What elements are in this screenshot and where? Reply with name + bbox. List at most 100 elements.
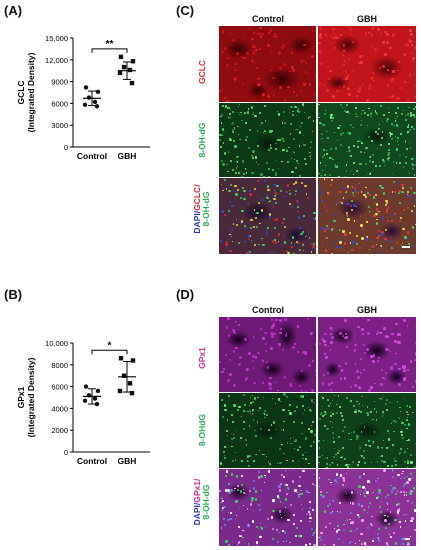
speckle	[231, 204, 235, 208]
speckle	[273, 189, 275, 191]
speckle	[345, 396, 348, 400]
speckle	[390, 247, 393, 250]
speckle	[358, 515, 361, 518]
speckle	[231, 414, 234, 417]
speckle	[308, 83, 311, 86]
speckle	[335, 35, 339, 39]
speckle	[325, 467, 328, 468]
speckle	[294, 106, 297, 109]
speckle	[396, 503, 399, 506]
speckle	[294, 439, 298, 442]
speckle	[220, 146, 222, 148]
speckle	[288, 189, 291, 191]
speckle	[297, 216, 301, 219]
speckle	[269, 144, 272, 146]
speckle	[381, 455, 383, 458]
speckle	[387, 68, 390, 71]
speckle	[274, 192, 277, 195]
speckle	[242, 529, 245, 532]
speckle	[300, 60, 303, 63]
speckle	[318, 477, 321, 479]
speckle	[360, 454, 362, 456]
speckle	[341, 334, 344, 337]
y-axis-label: GPx1(Integrated Density)	[16, 357, 36, 437]
speckle	[297, 200, 300, 203]
speckle	[309, 516, 312, 520]
speckle	[220, 160, 223, 163]
speckle	[364, 112, 366, 114]
speckle	[219, 462, 222, 465]
speckle	[348, 542, 351, 545]
speckle	[290, 51, 294, 55]
speckle	[275, 218, 279, 221]
speckle	[314, 369, 316, 373]
speckle	[361, 540, 364, 543]
speckle	[365, 148, 367, 150]
speckle	[391, 185, 393, 187]
speckle	[409, 40, 412, 43]
speckle	[367, 480, 370, 483]
speckle	[231, 111, 234, 114]
speckle	[226, 164, 228, 166]
speckle	[249, 193, 252, 196]
speckle	[328, 499, 331, 502]
speckle	[241, 161, 244, 164]
speckle	[404, 141, 407, 143]
speckle	[237, 111, 240, 114]
speckle	[318, 461, 320, 464]
speckle	[339, 411, 343, 414]
speckle	[413, 113, 416, 116]
speckle	[301, 244, 304, 247]
speckle	[412, 386, 415, 389]
speckle	[386, 157, 389, 160]
speckle	[253, 397, 257, 400]
speckle	[293, 243, 296, 245]
speckle	[362, 109, 364, 111]
speckle	[372, 441, 375, 444]
speckle	[361, 54, 364, 58]
speckle	[384, 514, 386, 517]
speckle	[335, 403, 337, 405]
speckle	[246, 508, 248, 510]
speckle	[414, 509, 416, 512]
speckle	[365, 31, 368, 33]
speckle	[391, 469, 394, 471]
speckle	[226, 63, 230, 67]
speckle	[249, 396, 251, 398]
speckle	[300, 190, 303, 192]
speckle	[227, 512, 229, 514]
speckle	[389, 511, 392, 513]
speckle	[412, 167, 415, 170]
speckle	[324, 205, 326, 207]
speckle	[257, 78, 260, 80]
speckle	[396, 124, 399, 127]
speckle	[339, 133, 343, 136]
speckle	[249, 226, 252, 229]
speckle	[234, 517, 237, 520]
speckle	[257, 83, 260, 86]
speckle	[268, 377, 271, 380]
speckle	[378, 67, 381, 70]
speckle	[345, 332, 348, 335]
speckle	[275, 319, 278, 322]
speckle	[271, 252, 274, 254]
speckle	[380, 397, 382, 400]
speckle	[249, 413, 252, 415]
speckle	[258, 243, 260, 246]
speckle	[363, 151, 366, 154]
speckle	[256, 421, 259, 423]
speckle	[358, 55, 362, 59]
data-point	[117, 388, 123, 394]
speckle	[350, 385, 353, 388]
speckle	[321, 138, 323, 140]
speckle	[264, 343, 267, 345]
speckle	[284, 470, 287, 472]
speckle	[260, 209, 264, 212]
speckle	[393, 487, 396, 489]
speckle	[359, 371, 362, 374]
speckle	[325, 109, 327, 111]
speckle	[346, 185, 350, 188]
speckle	[413, 465, 416, 468]
speckle	[331, 510, 333, 512]
scale-bar	[402, 246, 410, 248]
